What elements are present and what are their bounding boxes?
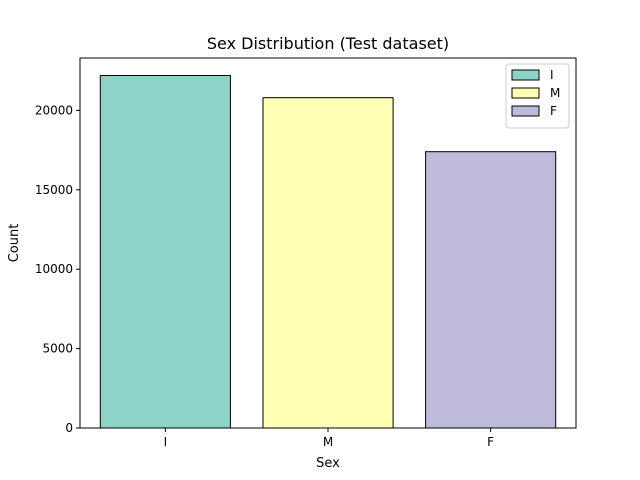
x-tick-label: F — [487, 435, 494, 449]
plot-area — [79, 57, 577, 429]
legend-label-i: I — [550, 68, 554, 82]
bar-i — [99, 75, 231, 429]
bar-m — [262, 97, 394, 429]
y-axis-label: Count — [7, 224, 22, 263]
y-tick-label: 0 — [65, 421, 73, 435]
legend-swatch-m — [511, 87, 540, 99]
y-axis: 0 5000 10000 15000 20000 — [35, 103, 80, 435]
y-tick-label: 5000 — [42, 342, 73, 356]
bars-group — [99, 75, 557, 429]
x-tick-label: M — [323, 435, 333, 449]
y-tick-label: 20000 — [35, 103, 73, 117]
legend-label-f: F — [550, 104, 557, 118]
x-axis-label: Sex — [316, 456, 340, 471]
legend-swatch-f — [511, 105, 540, 117]
x-tick-label: I — [164, 435, 168, 449]
chart-title: Sex Distribution (Test dataset) — [207, 34, 449, 53]
bar-f — [425, 151, 557, 429]
legend-label-m: M — [550, 86, 560, 100]
legend-swatch-i — [511, 69, 540, 81]
y-tick-label: 15000 — [35, 183, 73, 197]
legend: IMF — [505, 63, 570, 129]
y-tick-label: 10000 — [35, 262, 73, 276]
